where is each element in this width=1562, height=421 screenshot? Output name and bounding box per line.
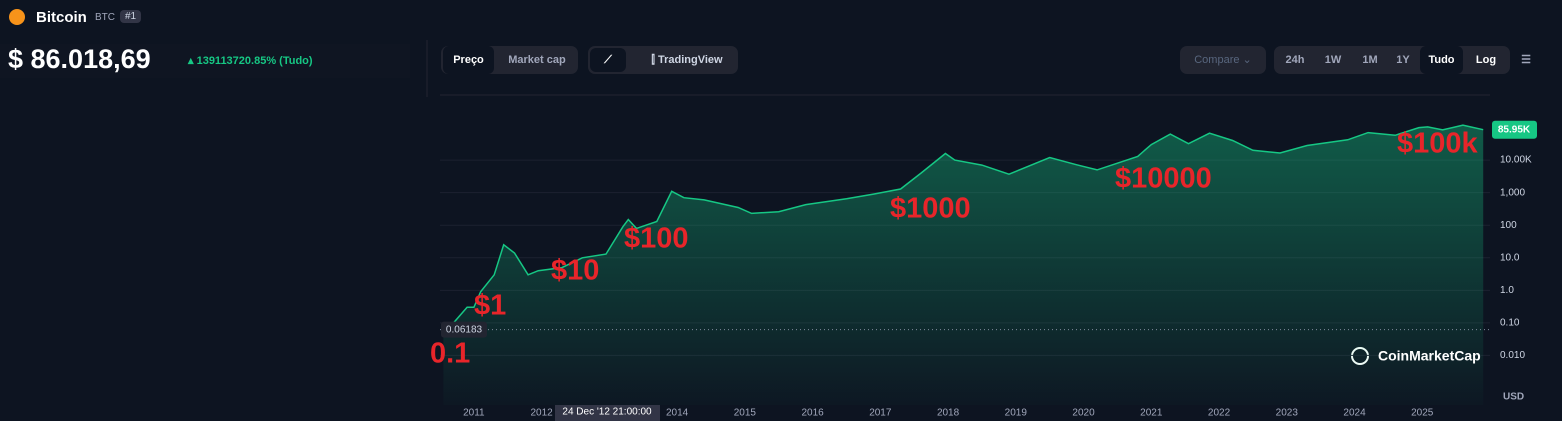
x-tick-label: 2020 bbox=[1072, 408, 1095, 419]
x-tick-label: 2021 bbox=[1140, 408, 1163, 419]
x-tick-label: 2025 bbox=[1411, 408, 1434, 419]
rank-badge: #1 bbox=[120, 10, 142, 23]
current-price-label: 85.95K bbox=[1498, 124, 1531, 135]
x-tick-label: 2012 bbox=[530, 408, 553, 419]
y-tick-label: 1,000 bbox=[1500, 187, 1525, 198]
watermark: CoinMarketCap bbox=[1378, 348, 1481, 364]
currency-label: USD bbox=[1503, 392, 1524, 403]
start-price-box bbox=[441, 321, 487, 338]
x-tick-label: 2014 bbox=[666, 408, 689, 419]
annotation: $10000 bbox=[1115, 163, 1212, 195]
y-tick-label: 1.0 bbox=[1500, 285, 1514, 296]
coin-icon bbox=[9, 9, 25, 25]
x-tick-label: 2011 bbox=[463, 408, 485, 419]
price-change: ▴ 139113720.85% (Tudo) bbox=[188, 55, 313, 67]
price-line bbox=[442, 124, 1484, 331]
start-price-label: 0.06183 bbox=[446, 324, 483, 335]
price: $ 86.018,69 bbox=[8, 44, 151, 74]
annotation: $1 bbox=[474, 290, 506, 322]
tooltip-box bbox=[555, 405, 660, 421]
range-button[interactable]: 1W bbox=[1324, 54, 1342, 66]
annotation: 0.1 bbox=[430, 338, 470, 370]
y-tick-label: 0.10 bbox=[1500, 318, 1520, 329]
tab-market-cap[interactable]: Market cap bbox=[508, 54, 566, 66]
x-tick-label: 2016 bbox=[801, 408, 824, 419]
y-tick-label: 10.00K bbox=[1500, 155, 1532, 166]
annotation: $100k bbox=[1397, 128, 1479, 160]
range-button[interactable]: Tudo bbox=[1420, 46, 1463, 74]
tab-price[interactable]: Preço bbox=[443, 46, 494, 74]
x-tick-label: 2019 bbox=[1005, 408, 1028, 419]
compare-group bbox=[1180, 46, 1266, 74]
line-chart-button[interactable]: ⟋ bbox=[590, 48, 626, 72]
settings-button[interactable]: ☰ bbox=[1521, 54, 1531, 66]
range-button[interactable]: 1M bbox=[1362, 54, 1378, 66]
change-text: 139113720.85% (Tudo) bbox=[196, 55, 313, 67]
range-group bbox=[1274, 46, 1510, 74]
annotation: $10 bbox=[551, 255, 599, 287]
x-tick-label: 2024 bbox=[1343, 408, 1366, 419]
x-tick-label: 2023 bbox=[1276, 408, 1299, 419]
x-tick-label: 2015 bbox=[734, 408, 757, 419]
price-panel bbox=[0, 44, 410, 78]
coin-name: Bitcoin bbox=[36, 9, 87, 26]
range-button[interactable]: 24h bbox=[1285, 54, 1305, 66]
annotation: $100 bbox=[624, 223, 689, 255]
log-button[interactable]: Log bbox=[1475, 54, 1497, 66]
range-button[interactable]: 1Y bbox=[1396, 54, 1410, 66]
y-tick-label: 100 bbox=[1500, 220, 1517, 231]
x-tick-label: 2018 bbox=[937, 408, 960, 419]
y-tick-label: 0.010 bbox=[1500, 350, 1525, 361]
annotation: $1000 bbox=[890, 193, 971, 225]
price-area bbox=[443, 125, 1484, 405]
compare-text: Compare bbox=[1194, 54, 1240, 66]
y-tick-label: 10.0 bbox=[1500, 252, 1520, 263]
compare-button[interactable]: Compare ⌄ bbox=[1194, 54, 1252, 66]
tradingview-text: TradingView bbox=[657, 54, 723, 66]
x-tick-label: 2017 bbox=[869, 408, 892, 419]
x-tick-label: 2022 bbox=[1208, 408, 1231, 419]
tradingview-button[interactable]: ⫿ TradingView bbox=[651, 54, 723, 66]
current-price-tag bbox=[1492, 120, 1537, 139]
coin-symbol: BTC bbox=[95, 12, 115, 23]
tooltip-text: 24 Dec '12 21:00:00 bbox=[562, 407, 652, 418]
